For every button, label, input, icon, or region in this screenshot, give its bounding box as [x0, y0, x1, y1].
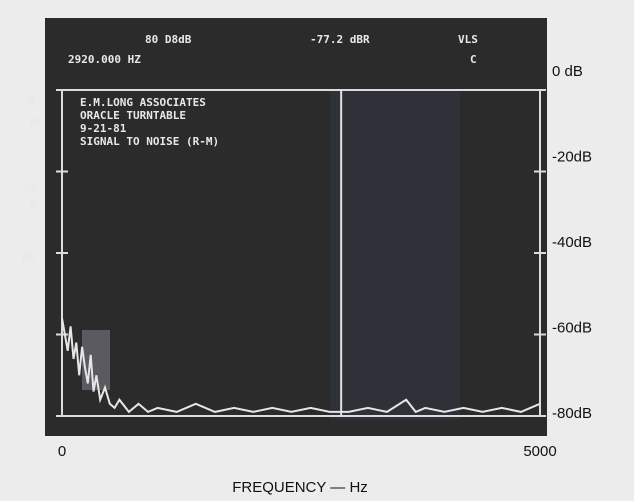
side-label: RS [22, 251, 35, 264]
y-tick-label: 0 dB [552, 63, 583, 80]
readout: C [470, 53, 477, 66]
annotation: E.M.LONG ASSOCIATES [80, 96, 206, 109]
side-label: B [28, 95, 35, 108]
y-tick-label: -60dB [552, 319, 592, 336]
spectrum-line [61, 318, 541, 414]
x-tick-label: 0 [58, 443, 66, 460]
side-label: M [30, 115, 37, 128]
side-label: SU [22, 181, 36, 194]
x-tick-label: 5000 [523, 443, 556, 460]
y-tick-label: -40dB [552, 234, 592, 251]
annotation: ORACLE TURNTABLE [80, 109, 186, 122]
readout: VLS [458, 33, 478, 46]
annotation: 9-21-81 [80, 122, 127, 135]
side-label: B [30, 201, 37, 214]
annotation: SIGNAL TO NOISE (R-M) [80, 135, 219, 148]
y-tick-label: -20dB [552, 148, 592, 165]
y-tick-label: -80dB [552, 405, 592, 422]
x-axis-label: FREQUENCY — Hz [232, 479, 368, 496]
screen-shade [330, 90, 460, 420]
readout: -77.2 dBR [310, 33, 370, 46]
readout: 80 D8dB [145, 33, 192, 46]
screen [45, 18, 547, 436]
cursor-readout: 2920.000 HZ [68, 53, 141, 66]
